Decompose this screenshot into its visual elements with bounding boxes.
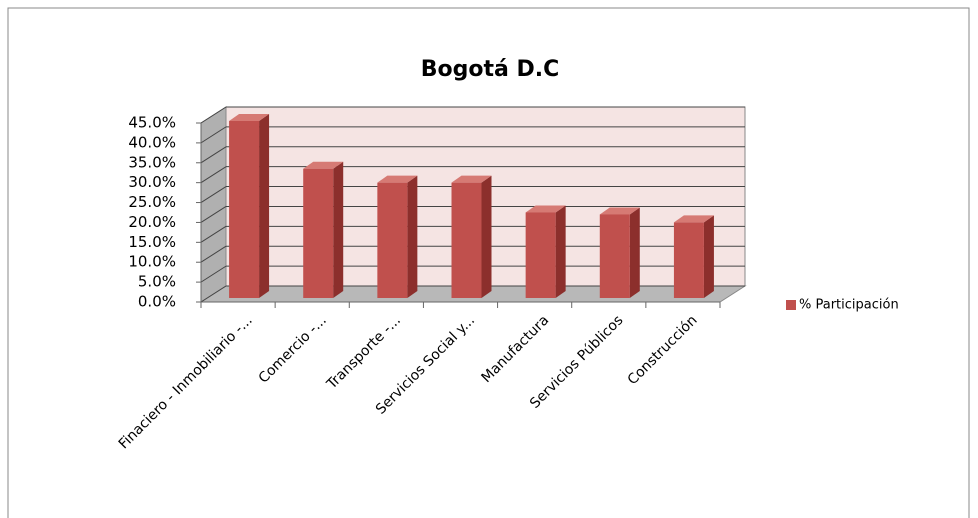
side-grid-line: [200, 166, 227, 184]
bar: [303, 168, 334, 298]
bar-top: [377, 175, 418, 183]
side-wall: [200, 106, 227, 303]
bar-side: [407, 175, 418, 298]
bar: [229, 120, 260, 298]
y-tick-label: 45.0%: [128, 114, 176, 132]
bar: [451, 182, 482, 298]
bar-top: [525, 205, 566, 213]
y-tick-label: 40.0%: [128, 133, 176, 151]
y-tick-label: 25.0%: [128, 193, 176, 211]
bar-side: [629, 207, 640, 298]
bar: [377, 182, 408, 298]
y-tick-label: 30.0%: [128, 173, 176, 191]
chart-title: Bogotá D.C: [421, 57, 560, 82]
bar-side: [703, 215, 714, 298]
bar-side: [259, 113, 270, 298]
legend-swatch: [786, 300, 796, 310]
bar-top: [303, 161, 344, 169]
bar-side: [555, 205, 566, 298]
side-grid-line: [200, 206, 227, 223]
bar: [673, 222, 704, 298]
legend-label: % Participación: [799, 298, 899, 313]
y-tick-label: 35.0%: [128, 153, 176, 171]
side-grid-line: [200, 146, 227, 164]
y-tick-label: 20.0%: [128, 213, 176, 231]
bar: [525, 212, 556, 298]
bar-top: [229, 113, 270, 121]
y-tick-label: 5.0%: [138, 273, 176, 291]
side-grid-line: [200, 245, 227, 263]
bar-top: [673, 215, 714, 223]
bar-side: [481, 175, 492, 298]
side-grid-line: [200, 106, 227, 124]
bar-top: [599, 207, 640, 215]
side-grid-line: [200, 186, 227, 203]
side-grid-line: [200, 126, 227, 144]
y-tick-label: 0.0%: [138, 293, 176, 311]
bar-side: [333, 161, 344, 298]
side-grid-line: [200, 265, 227, 283]
bar-top: [451, 175, 492, 183]
bar: [599, 214, 630, 298]
side-grid-line: [200, 225, 227, 243]
y-tick-label: 10.0%: [128, 253, 176, 271]
side-grid-line: [200, 285, 227, 303]
y-tick-label: 15.0%: [128, 233, 176, 251]
